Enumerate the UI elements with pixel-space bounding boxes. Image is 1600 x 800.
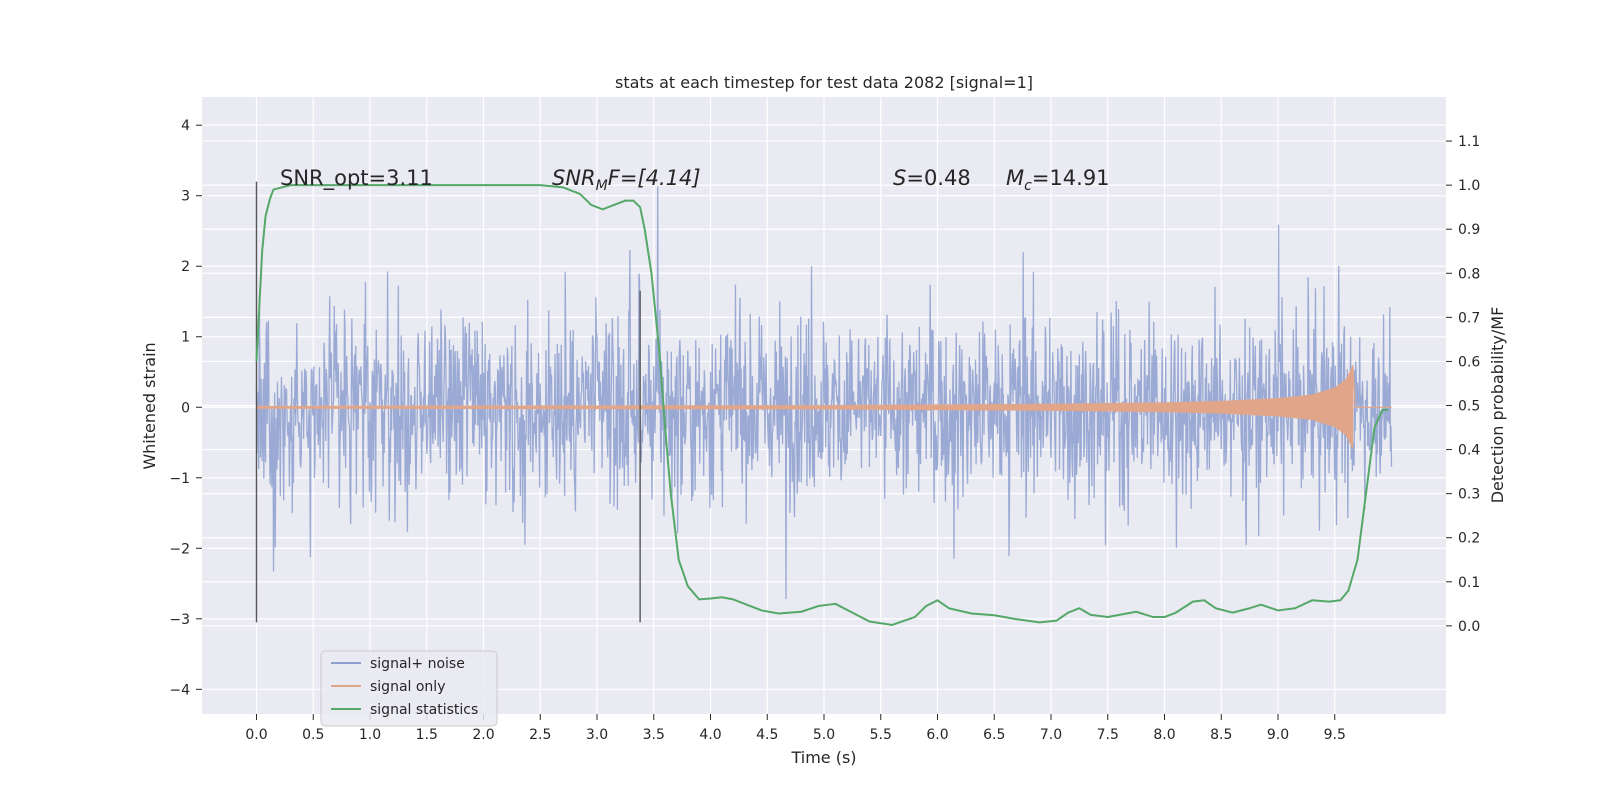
- x-tick-label-12: 6.0: [926, 727, 948, 743]
- legend: signal+ noise signal only signal statist…: [320, 650, 498, 727]
- legend-label-signal-noise: signal+ noise: [370, 656, 465, 672]
- x-tick-label-4: 2.0: [472, 727, 494, 743]
- y-left-tick-label-2: 2: [181, 259, 190, 275]
- x-tick-label-2: 1.0: [359, 727, 381, 743]
- y-ticks-left: 4 3 2 1 0 −1 −2 −3 −4: [169, 118, 202, 698]
- y-left-tick-label-4: 0: [181, 400, 190, 416]
- y-right-tick-label-10: 0.1: [1458, 575, 1480, 591]
- annotation-snr-mf: SNRMF=[4.14]: [552, 166, 701, 194]
- y-left-tick-label-1: 3: [181, 189, 190, 205]
- y-left-tick-label-7: −3: [169, 612, 190, 628]
- annotation-mc: Mc=14.91: [1006, 166, 1110, 194]
- y-right-tick-label-9: 0.2: [1458, 531, 1480, 547]
- y-ticks-right: 1.1 1.0 0.9 0.8 0.7 0.6 0.5 0.4 0.3 0.2 0.1 0.0: [1446, 134, 1480, 635]
- y-right-tick-label-11: 0.0: [1458, 619, 1480, 635]
- y-right-tick-label-5: 0.6: [1458, 354, 1480, 370]
- annotation-snr-opt: SNR_opt=3.11: [280, 166, 433, 191]
- y-right-tick-label-8: 0.3: [1458, 487, 1480, 503]
- y-left-tick-label-0: 4: [181, 118, 190, 134]
- x-tick-label-6: 3.0: [586, 727, 608, 743]
- annotation-s: S=0.48: [893, 166, 971, 190]
- x-tick-label-17: 8.5: [1210, 727, 1232, 743]
- x-tick-label-18: 9.0: [1267, 727, 1289, 743]
- y-left-tick-label-5: −1: [169, 471, 190, 487]
- x-ticks: 0.0 0.5 1.0 1.5 2.0 2.5 3.0 3.5 4.0 4.5 5.0 5.5 6.0 6…: [245, 714, 1346, 743]
- y-right-tick-label-0: 1.1: [1458, 134, 1480, 150]
- x-tick-label-14: 7.0: [1040, 727, 1062, 743]
- x-tick-label-7: 3.5: [643, 727, 665, 743]
- chart-title: stats at each timestep for test data 208…: [615, 73, 1033, 92]
- y-right-tick-label-7: 0.4: [1458, 443, 1480, 459]
- x-tick-label-5: 2.5: [529, 727, 551, 743]
- y-right-tick-label-2: 0.9: [1458, 222, 1480, 238]
- x-tick-label-19: 9.5: [1324, 727, 1346, 743]
- x-tick-label-0: 0.0: [245, 727, 267, 743]
- y-right-tick-label-4: 0.7: [1458, 310, 1480, 326]
- x-tick-label-16: 8.0: [1153, 727, 1175, 743]
- y-right-tick-label-3: 0.8: [1458, 266, 1480, 282]
- y-axis-label-left: Whitened strain: [140, 342, 159, 469]
- series-signal-noise-line: [255, 186, 1393, 600]
- x-tick-label-11: 5.5: [870, 727, 892, 743]
- x-tick-label-3: 1.5: [416, 727, 438, 743]
- y-right-tick-label-1: 1.0: [1458, 178, 1480, 194]
- x-tick-label-9: 4.5: [756, 727, 778, 743]
- x-tick-label-1: 0.5: [302, 727, 324, 743]
- x-tick-label-15: 7.5: [1097, 727, 1119, 743]
- y-left-tick-label-3: 1: [181, 330, 190, 346]
- legend-label-signal-only: signal only: [370, 679, 445, 695]
- x-tick-label-8: 4.0: [699, 727, 721, 743]
- series-signal-only-line: [255, 364, 1392, 449]
- y-axis-label-right: Detection probability/MF: [1488, 307, 1507, 504]
- x-axis-label: Time (s): [790, 748, 856, 767]
- x-tick-label-10: 5.0: [813, 727, 835, 743]
- y-left-tick-label-8: −4: [169, 682, 190, 698]
- series-signal-statistics-line: [255, 184, 1389, 626]
- y-left-tick-label-6: −2: [169, 541, 190, 557]
- legend-label-signal-statistics: signal statistics: [370, 702, 478, 718]
- y-right-tick-label-6: 0.5: [1458, 399, 1480, 415]
- x-tick-label-13: 6.5: [983, 727, 1005, 743]
- series-layer: [255, 181, 1393, 626]
- legend-box: [320, 650, 498, 727]
